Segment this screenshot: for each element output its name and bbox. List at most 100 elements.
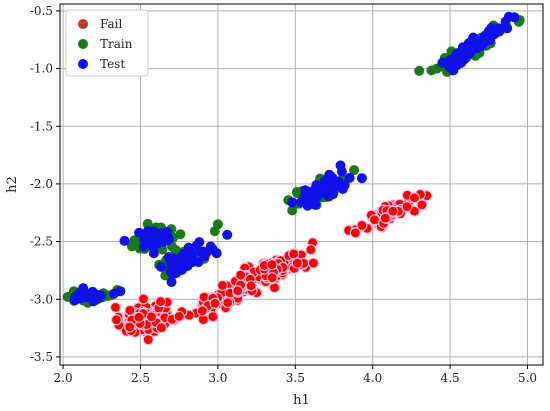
y-tick-label: -3.0	[30, 292, 53, 306]
point-test	[119, 235, 130, 246]
point-fail	[387, 205, 399, 217]
point-test	[300, 185, 311, 196]
plot-points	[62, 11, 525, 346]
y-tick-label: -0.5	[30, 4, 53, 18]
point-fail	[137, 293, 149, 305]
point-fail	[145, 311, 158, 323]
point-test	[78, 289, 89, 300]
point-test	[199, 251, 210, 262]
point-test	[148, 248, 159, 259]
y-axis-label: h2	[5, 176, 20, 193]
series-fail	[109, 188, 433, 346]
point-fail	[356, 219, 368, 231]
point-test	[336, 166, 347, 177]
point-fail	[207, 311, 219, 323]
point-fail	[266, 259, 278, 271]
point-test	[222, 229, 233, 240]
point-fail	[222, 297, 234, 309]
point-test	[163, 252, 174, 262]
legend-label-train: Train	[100, 37, 133, 51]
x-tick-label: 3.0	[208, 371, 227, 385]
legend-label-test: Test	[100, 57, 125, 71]
legend: Fail Train Test	[65, 9, 149, 77]
plot-frame	[59, 3, 544, 366]
point-test	[115, 286, 126, 297]
point-fail	[216, 279, 229, 291]
point-train	[349, 165, 360, 176]
point-train	[287, 205, 298, 216]
point-test	[93, 293, 104, 304]
point-test	[437, 57, 448, 68]
point-test	[134, 227, 145, 238]
point-fail	[401, 201, 413, 213]
legend-marker-fail	[78, 19, 88, 29]
point-fail	[288, 248, 300, 260]
point-fail	[232, 285, 244, 297]
point-fail	[196, 305, 208, 317]
point-fail	[155, 296, 167, 308]
point-test	[287, 197, 298, 208]
point-test	[356, 173, 367, 184]
point-test	[328, 179, 339, 190]
point-fail	[349, 227, 361, 239]
x-axis-ticks: 2.0 2.5 3.0 3.5 4.0 4.5 5.0	[54, 365, 537, 385]
point-fail	[209, 297, 221, 309]
point-test	[158, 228, 169, 239]
point-test	[143, 228, 154, 238]
x-tick-label: 4.5	[441, 371, 460, 385]
x-tick-label: 5.0	[518, 371, 537, 385]
point-fail	[142, 334, 154, 346]
point-train	[142, 218, 153, 229]
point-fail	[379, 212, 391, 224]
point-fail	[291, 257, 303, 269]
point-test	[191, 240, 202, 251]
point-test	[166, 277, 177, 287]
point-test	[139, 235, 150, 246]
point-test	[316, 183, 327, 194]
point-train	[175, 229, 186, 240]
point-test	[307, 198, 318, 209]
x-tick-label: 4.0	[363, 371, 382, 385]
point-test	[152, 237, 163, 248]
x-tick-label: 2.5	[131, 371, 150, 385]
point-test	[344, 172, 355, 183]
point-test	[168, 264, 178, 275]
y-tick-label: -1.5	[30, 119, 53, 133]
point-test	[193, 257, 204, 268]
y-tick-label: -2.0	[30, 177, 53, 191]
point-fail	[305, 244, 317, 256]
y-tick-label: -2.5	[30, 235, 53, 249]
point-test	[70, 291, 81, 302]
point-test	[87, 286, 98, 297]
point-test	[298, 193, 309, 204]
point-train	[212, 219, 223, 230]
point-test	[480, 33, 491, 43]
point-train	[129, 235, 140, 246]
point-train	[414, 65, 425, 76]
point-test	[185, 246, 196, 257]
point-test	[465, 44, 476, 55]
point-fail	[173, 310, 185, 322]
point-test	[156, 261, 167, 272]
legend-label-fail: Fail	[100, 17, 123, 31]
point-test	[184, 255, 195, 266]
point-test	[211, 248, 222, 259]
point-fail	[307, 257, 319, 269]
y-tick-label: -3.5	[30, 350, 53, 364]
point-fail	[124, 321, 136, 333]
point-fail	[109, 301, 122, 313]
point-train	[291, 187, 302, 197]
point-fail	[133, 311, 145, 323]
point-fail	[245, 280, 257, 292]
series-test	[69, 11, 520, 307]
x-axis-label: h1	[293, 393, 310, 408]
y-tick-label: -1.0	[30, 62, 53, 76]
point-fail	[124, 304, 136, 316]
legend-items: Fail Train Test	[78, 17, 133, 71]
x-tick-label: 2.0	[54, 371, 73, 385]
point-fail	[408, 192, 421, 204]
point-fail	[416, 199, 428, 211]
legend-marker-train	[78, 39, 88, 49]
legend-marker-test	[78, 59, 88, 69]
